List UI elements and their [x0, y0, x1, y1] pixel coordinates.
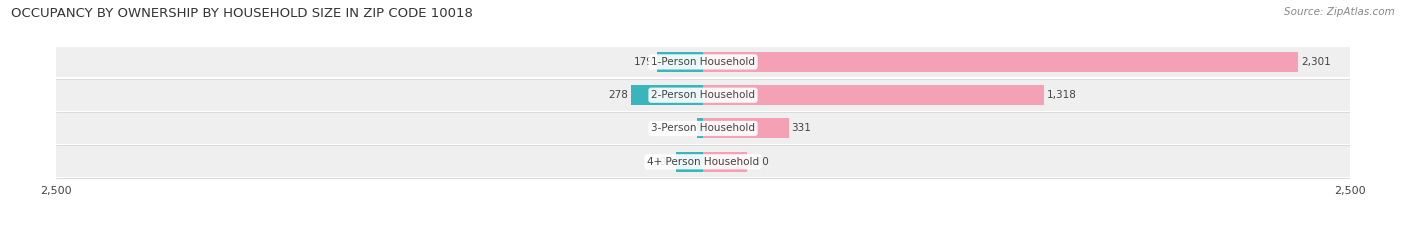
Text: 2-Person Household: 2-Person Household	[651, 90, 755, 100]
Bar	[703, 85, 1045, 105]
Bar	[56, 147, 1350, 177]
Text: 179: 179	[634, 57, 654, 67]
Text: 22: 22	[682, 123, 695, 134]
Text: 278: 278	[609, 90, 628, 100]
Bar	[703, 52, 1298, 72]
Text: 4+ Person Household: 4+ Person Household	[647, 157, 759, 167]
Bar	[56, 47, 1350, 77]
Bar	[56, 80, 1350, 110]
Text: 1,318: 1,318	[1046, 90, 1077, 100]
Text: 1-Person Household: 1-Person Household	[651, 57, 755, 67]
Bar	[56, 113, 1350, 144]
Bar	[703, 119, 789, 138]
Bar	[697, 119, 703, 138]
Bar	[657, 52, 703, 72]
Bar	[703, 152, 747, 172]
Text: Source: ZipAtlas.com: Source: ZipAtlas.com	[1284, 7, 1395, 17]
Text: 2,301: 2,301	[1301, 57, 1330, 67]
Text: 3-Person Household: 3-Person Household	[651, 123, 755, 134]
Text: 105: 105	[654, 157, 673, 167]
Bar	[676, 152, 703, 172]
Text: 331: 331	[792, 123, 811, 134]
Text: 170: 170	[749, 157, 769, 167]
Bar	[631, 85, 703, 105]
Text: OCCUPANCY BY OWNERSHIP BY HOUSEHOLD SIZE IN ZIP CODE 10018: OCCUPANCY BY OWNERSHIP BY HOUSEHOLD SIZE…	[11, 7, 474, 20]
